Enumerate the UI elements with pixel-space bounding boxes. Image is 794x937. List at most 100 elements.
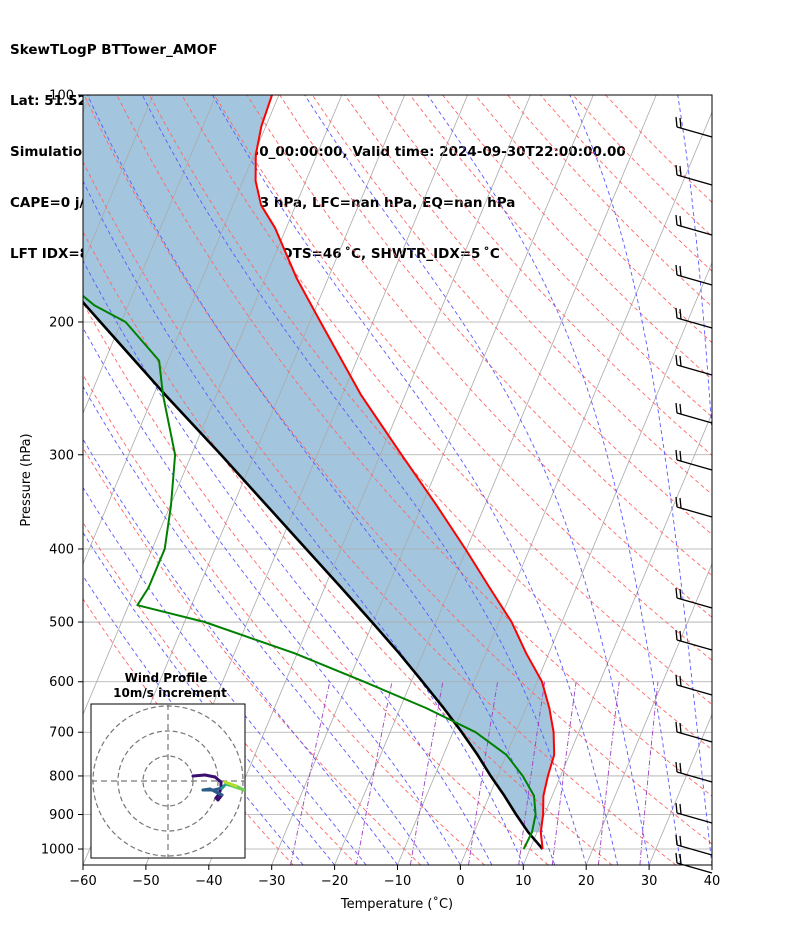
wind-barb-flag (679, 165, 682, 177)
wind-barb-flag (679, 675, 682, 687)
cin-shaded-area (83, 95, 555, 833)
wind-barb-flag (679, 630, 682, 642)
wind-barb-flag (679, 497, 682, 509)
wind-barb-flag (679, 588, 682, 600)
wind-barb-flag (675, 214, 678, 226)
moist-adiabat (83, 259, 493, 865)
wind-barb (676, 126, 713, 138)
wind-barb-flag (679, 117, 682, 129)
mixing-ratio-line (639, 681, 659, 865)
parcel-profile-line (83, 300, 544, 850)
dry-adiabat (83, 95, 712, 845)
wind-barb (676, 412, 713, 424)
isotherm-line (208, 95, 531, 865)
title-line-station: SkewTLogP BTTower_AMOF (10, 42, 218, 58)
wind-barb-flag (679, 853, 682, 865)
wind-barb-flag (675, 354, 678, 366)
y-tick-label: 1000 (41, 843, 74, 858)
wind-barb-flag (675, 402, 678, 414)
wind-barb-flag (675, 164, 678, 176)
y-tick-label: 300 (49, 448, 74, 463)
wind-barb (676, 174, 713, 186)
wind-barb (676, 684, 713, 696)
y-axis-label: Pressure (hPa) (19, 433, 34, 526)
hodograph-inset: Wind Profile 10m/s increment (90, 671, 246, 859)
dry-adiabat (149, 95, 712, 751)
wind-barb-flag (679, 355, 682, 367)
moist-adiabat (83, 385, 430, 865)
wind-barb-flag (675, 496, 678, 508)
mixing-ratio-line (290, 681, 331, 865)
wind-barb (676, 812, 713, 824)
wind-barb-flag (675, 264, 678, 276)
isotherm-line (271, 95, 594, 865)
dry-adiabat (279, 95, 712, 576)
wind-barb-flag (675, 802, 678, 814)
moist-adiabat (569, 95, 712, 865)
dry-adiabat (116, 95, 712, 797)
moist-adiabat (427, 95, 681, 865)
isotherm-line (83, 95, 217, 415)
wind-barbs (675, 116, 713, 874)
mixing-ratio-line (355, 681, 393, 865)
wind-barb (676, 274, 713, 286)
isotherm-line (83, 95, 343, 716)
dry-adiabat (83, 230, 613, 865)
isotherm-line (585, 562, 712, 865)
y-tick-label: 800 (49, 769, 74, 784)
wind-barb (676, 731, 713, 743)
wind-barb (676, 506, 713, 518)
x-axis-label: Temperature (˚C) (340, 896, 453, 912)
dry-adiabat (83, 447, 422, 865)
axes: −60 −50 −40 −30 −20 −10 0 10 20 30 40 100 200 300 400 5… (41, 89, 720, 890)
wind-barb (676, 862, 713, 874)
hodograph-trace-segment (223, 780, 238, 788)
y-tick-label: 100 (49, 89, 74, 104)
isotherm-line (83, 95, 91, 114)
mixing-ratio-line (468, 681, 499, 865)
moist-adiabat (83, 326, 461, 865)
isotherm-line (334, 95, 657, 865)
wind-barb (676, 844, 713, 856)
wind-barb (676, 771, 713, 783)
wind-barb-flag (679, 835, 682, 847)
moist-adiabat (212, 95, 619, 865)
wind-barb-flag (679, 450, 682, 462)
hodograph-trace-segment (191, 773, 207, 778)
wind-barb (676, 224, 713, 236)
wind-barb-flag (679, 215, 682, 227)
x-tick-label: −40 (195, 874, 222, 889)
wind-barb-flag (679, 803, 682, 815)
wind-barb-flag (679, 722, 682, 734)
wind-barb-flag (679, 762, 682, 774)
wind-barb-flag (679, 265, 682, 277)
wind-barb-flag (675, 116, 678, 128)
mixing-ratio-line (551, 681, 577, 865)
mixing-ratio-line (409, 681, 444, 865)
mixing-ratio-line (597, 681, 620, 865)
x-tick-label: 20 (578, 874, 595, 889)
wind-barb-flag (675, 449, 678, 461)
isotherm-line (711, 863, 712, 865)
wind-barb-flag (675, 674, 678, 686)
x-tick-label: 30 (641, 874, 658, 889)
dry-adiabat (409, 95, 712, 418)
wind-barb-flag (675, 834, 678, 846)
x-tick-label: 10 (515, 874, 532, 889)
dry-adiabat (539, 95, 712, 272)
dry-adiabat (83, 301, 549, 865)
hodograph-content (91, 704, 245, 858)
x-tick-label: 0 (456, 874, 464, 889)
x-tick-label: −50 (132, 874, 159, 889)
hodograph-trace-segment (203, 773, 217, 779)
y-tick-label: 200 (49, 315, 74, 330)
x-tick-label: −20 (321, 874, 348, 889)
wind-barb-flag (675, 307, 678, 319)
wind-barb-flag (675, 721, 678, 733)
dry-adiabat (83, 373, 485, 865)
mixing-ratio-line (518, 681, 546, 865)
wind-barb-flag (675, 629, 678, 641)
y-tick-label: 400 (49, 542, 74, 557)
x-tick-label: 40 (704, 874, 721, 889)
